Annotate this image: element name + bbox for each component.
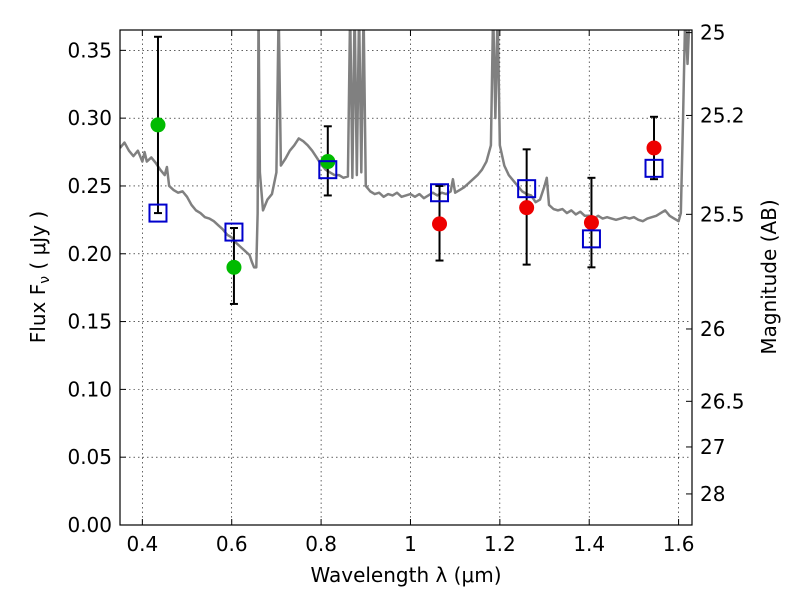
mag-tick-label: 26.5 — [700, 389, 745, 413]
y-axis-label-subscript: ν — [37, 276, 53, 284]
mag-tick-label: 25.2 — [700, 103, 745, 127]
x-tick-label: 0.8 — [305, 532, 337, 556]
model-square — [430, 183, 450, 203]
grid — [120, 30, 692, 526]
model-square — [148, 203, 168, 223]
y-axis-label: Flux Fν ( μJy ) — [26, 211, 53, 343]
data-point — [150, 117, 166, 133]
y-tick-label: 0.15 — [67, 310, 112, 334]
plot-frame — [119, 29, 693, 526]
x-tick-label: 1 — [404, 532, 417, 556]
observed-point — [432, 184, 448, 262]
observed-point — [646, 115, 662, 181]
observed-point — [150, 35, 166, 215]
x-tick-label: 0.4 — [126, 532, 158, 556]
model-square — [517, 179, 537, 199]
y2-axis-label: Magnitude (AB) — [757, 199, 781, 354]
data-point — [646, 140, 662, 156]
x-tick-label: 0.6 — [216, 532, 248, 556]
x-tick-label: 1.6 — [663, 532, 695, 556]
data-point — [432, 216, 448, 232]
axis-ticks: 0.4 0.6 0.8 1 1.2 1.4 1.6 0.00 0.05 0.10 0.15 0.20 0… — [67, 21, 744, 556]
mag-tick-label: 25.5 — [700, 202, 745, 226]
model-square — [644, 158, 664, 178]
mag-tick-label: 27 — [700, 435, 725, 459]
x-tick-label: 1.4 — [573, 532, 605, 556]
model-square — [581, 229, 601, 249]
model-square — [224, 222, 244, 242]
x-tick-label: 1.2 — [484, 532, 516, 556]
data-point — [583, 215, 599, 231]
y-tick-label: 0.35 — [67, 38, 112, 62]
y-tick-label: 0.00 — [67, 513, 112, 537]
x-axis-label: Wavelength λ (μm) — [310, 563, 501, 587]
y-tick-label: 0.30 — [67, 106, 112, 130]
mag-tick-label: 28 — [700, 482, 725, 506]
data-point — [519, 200, 535, 216]
model-square — [318, 160, 338, 180]
y-tick-label: 0.10 — [67, 377, 112, 401]
observed-point — [519, 148, 535, 266]
mag-tick-label: 25 — [700, 21, 725, 45]
y-tick-label: 0.20 — [67, 242, 112, 266]
y-axis-label-unit: ( μJy ) — [26, 211, 50, 276]
y-tick-label: 0.05 — [67, 445, 112, 469]
data-markers — [148, 35, 664, 305]
mag-tick-label: 26 — [700, 317, 725, 341]
y-axis-label-main: Flux F — [26, 284, 50, 343]
observed-point — [583, 176, 599, 269]
data-point — [226, 259, 242, 275]
y-tick-label: 0.25 — [67, 174, 112, 198]
